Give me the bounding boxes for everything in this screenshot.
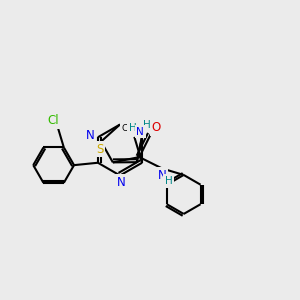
Text: N: N: [136, 127, 144, 137]
Text: S: S: [96, 142, 103, 156]
Text: H: H: [143, 120, 151, 130]
Text: H: H: [129, 123, 137, 133]
Text: N: N: [86, 129, 95, 142]
Text: O: O: [152, 121, 161, 134]
Text: N: N: [117, 176, 126, 189]
Text: N: N: [158, 169, 167, 182]
Text: CH₃: CH₃: [122, 124, 138, 133]
Text: Cl: Cl: [47, 114, 58, 127]
Text: H: H: [165, 176, 172, 186]
